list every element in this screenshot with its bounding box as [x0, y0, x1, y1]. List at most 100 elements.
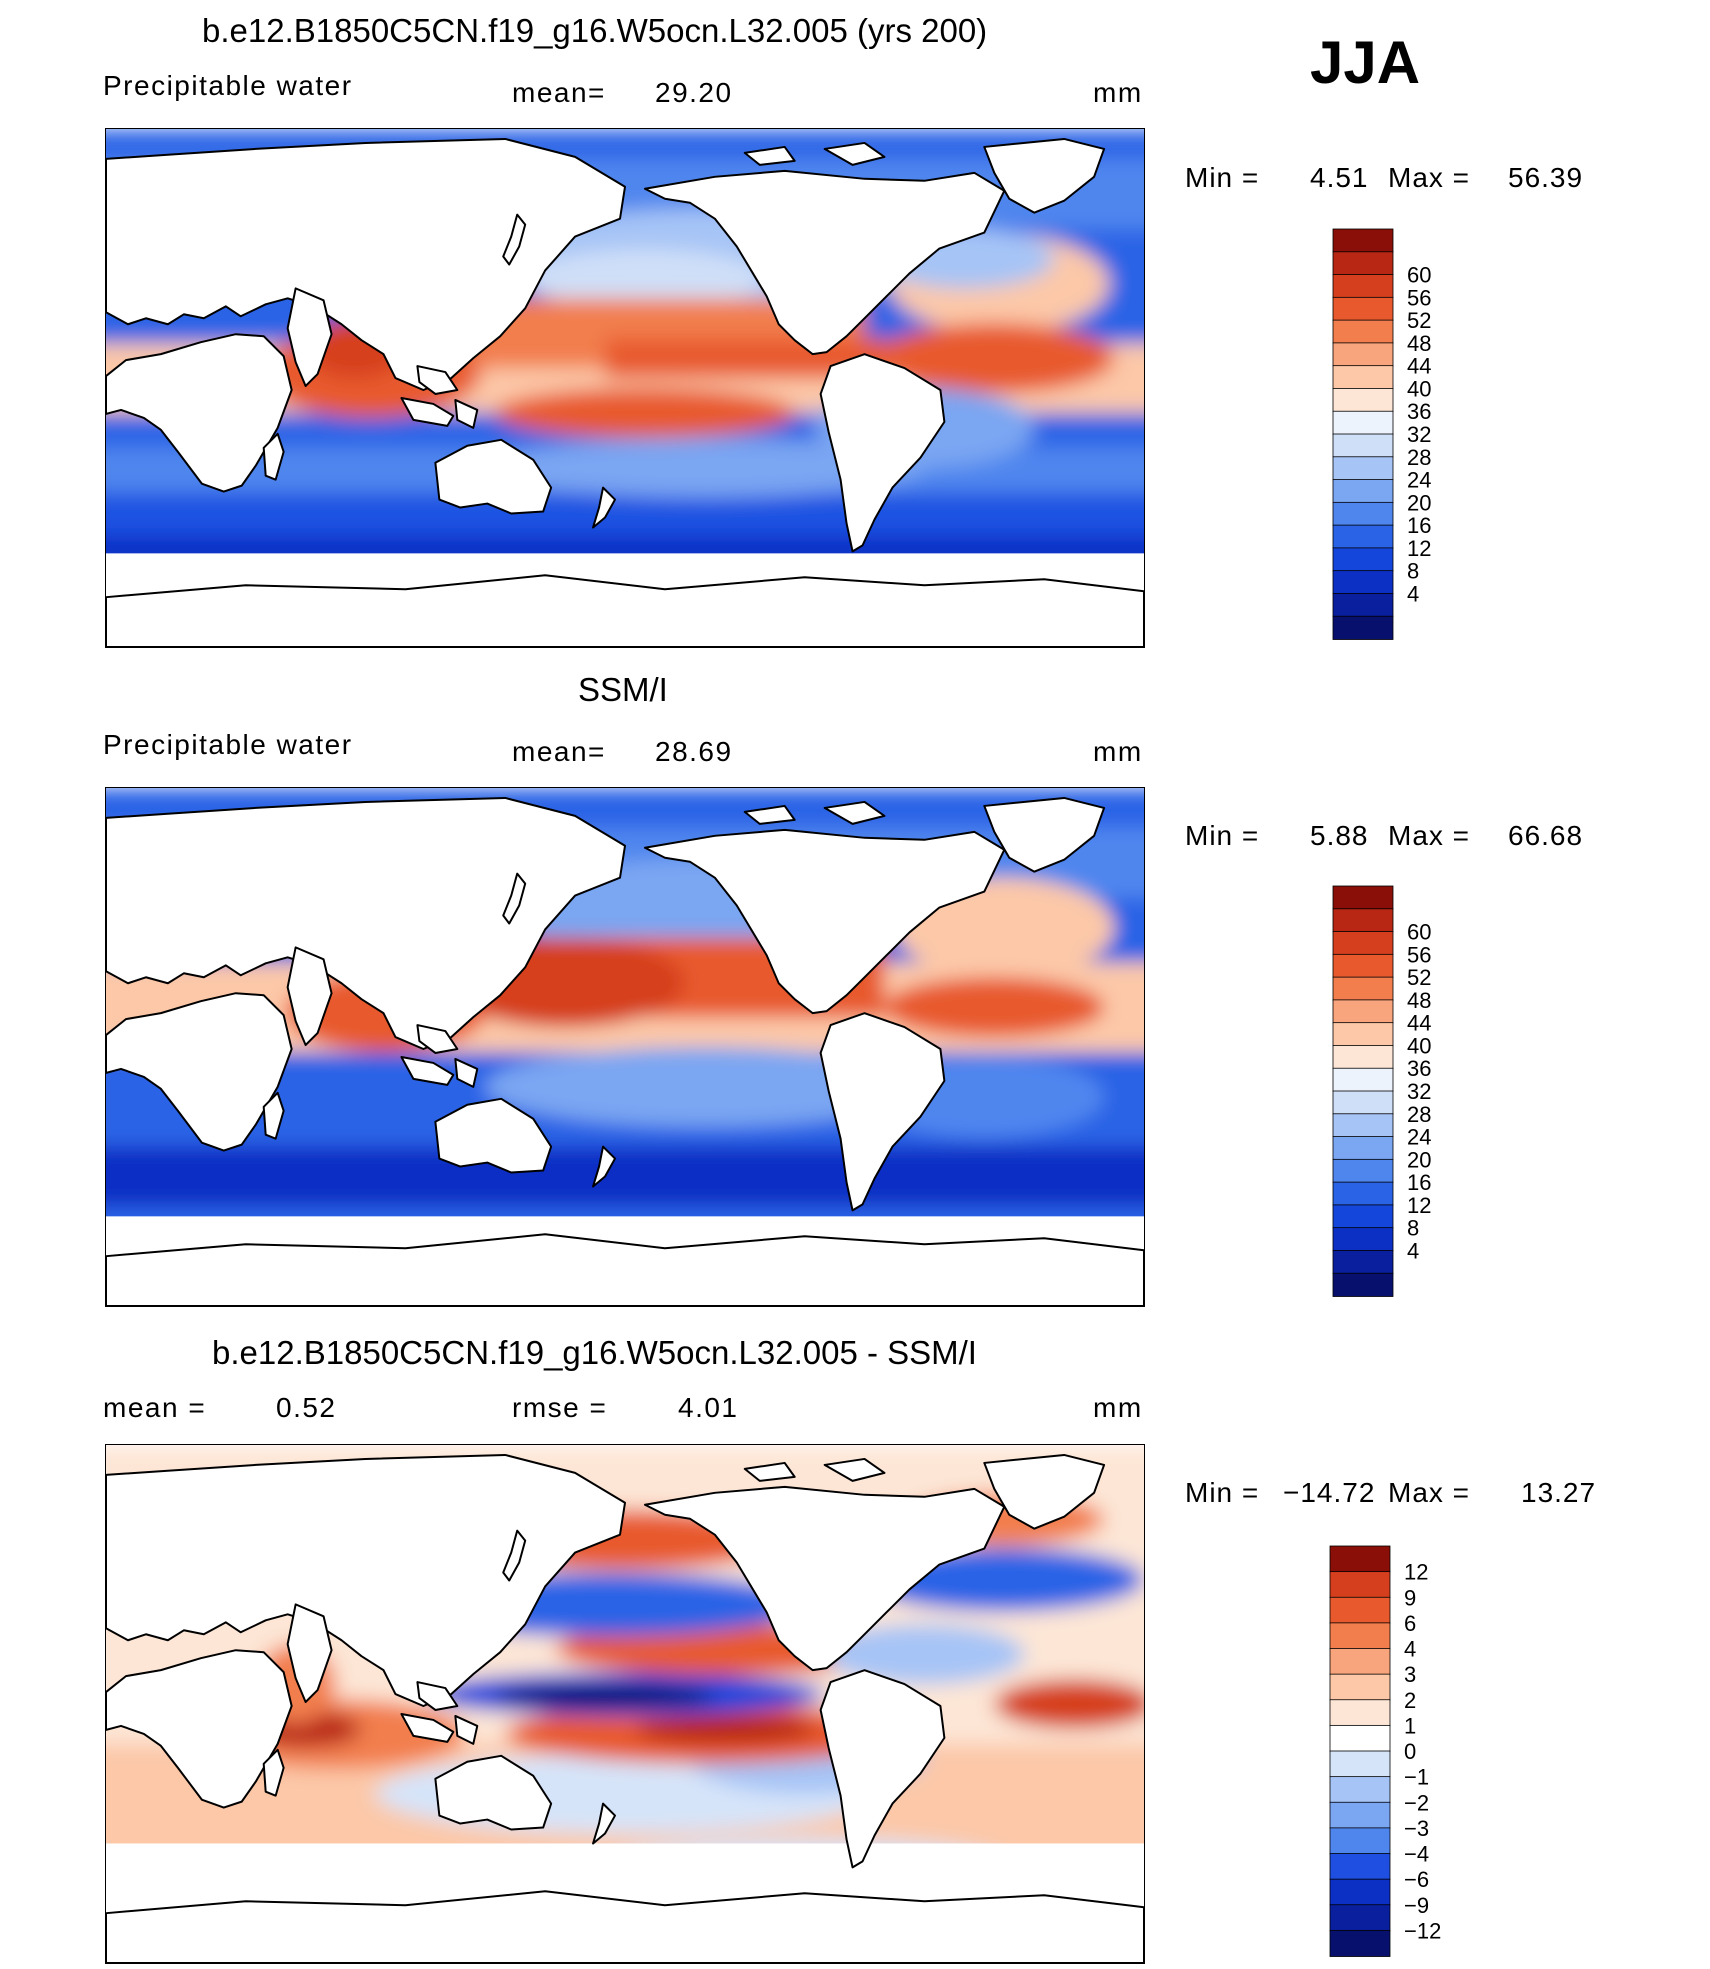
colorbar-3-tick-label: −6 — [1404, 1867, 1429, 1892]
panel-1-mean-value: 29.20 — [655, 77, 733, 108]
season-label: JJA — [1310, 29, 1421, 96]
colorbar-1-tick-label: 40 — [1407, 376, 1431, 401]
colorbar-1-swatch — [1332, 388, 1394, 413]
colorbar-1-swatch — [1332, 570, 1394, 595]
colorbar-1-swatch — [1332, 342, 1394, 367]
colorbar-2-tick-label: 60 — [1407, 920, 1431, 945]
panel-2-min-label: Min = — [1185, 820, 1260, 851]
colorbar-2-swatch — [1332, 908, 1394, 933]
colorbar-2-swatch — [1332, 1158, 1394, 1184]
panel-3-mean-value: 0.52 — [276, 1392, 337, 1423]
colorbar-1-tick-label: 32 — [1407, 422, 1431, 447]
panel-3-rmse-label: rmse = — [512, 1392, 608, 1423]
panel-2-max-label: Max = — [1388, 820, 1471, 851]
colorbar-1-tick-label: 20 — [1407, 490, 1431, 515]
colorbar-2-tick-label: 32 — [1407, 1079, 1431, 1104]
colorbar-2-swatch — [1332, 1250, 1394, 1275]
panel-3-min-label: Min = — [1185, 1477, 1260, 1508]
colorbar-3-swatch — [1329, 1750, 1391, 1778]
colorbar-3-tick-label: 3 — [1404, 1662, 1416, 1687]
colorbar-1-tick-label: 12 — [1407, 536, 1431, 561]
colorbar-2-swatch — [1332, 1090, 1394, 1115]
colorbar-1-swatch — [1332, 274, 1394, 299]
colorbar-1-swatch — [1332, 251, 1394, 276]
colorbar-2-tick-label: 52 — [1407, 965, 1431, 990]
colorbar-1-swatch — [1332, 319, 1394, 344]
colorbar-1-tick-label: 8 — [1407, 559, 1419, 584]
colorbar-2-tick-label: 12 — [1407, 1193, 1431, 1218]
colorbar-2-tick-label: 36 — [1407, 1056, 1431, 1081]
panel-2-colorbar: 60 56 52 48 44 40 36 32 28 24 20 16 12 8 4 — [1332, 885, 1493, 1298]
colorbar-2-swatch — [1332, 976, 1394, 1001]
colorbar-2-swatch — [1332, 1227, 1394, 1252]
colorbar-1-tick-label: 44 — [1407, 354, 1431, 379]
colorbar-3-tick-label: 2 — [1404, 1688, 1416, 1713]
colorbar-2-swatch — [1332, 1181, 1394, 1206]
colorbar-3-tick-label: 6 — [1404, 1611, 1416, 1636]
colorbar-3-tick-label: −1 — [1404, 1765, 1429, 1790]
panel-3-max-value: 13.27 — [1521, 1477, 1597, 1508]
colorbar-1-swatch — [1332, 433, 1394, 458]
colorbar-3-swatch — [1329, 1724, 1391, 1752]
colorbar-2-tick-label: 28 — [1407, 1102, 1431, 1127]
colorbar-2-swatch — [1332, 999, 1394, 1024]
panel-1-min-value: 4.51 — [1310, 162, 1369, 193]
panel-3-max-label: Max = — [1388, 1477, 1471, 1508]
colorbar-3-swatch — [1329, 1801, 1391, 1829]
panel-1-colorbar: 60 56 52 48 44 40 36 32 28 24 20 16 12 8 4 — [1332, 228, 1493, 641]
colorbar-1-tick-label: 24 — [1407, 468, 1431, 493]
colorbar-1-tick-label: 16 — [1407, 513, 1431, 538]
colorbar-1-tick-label: 52 — [1407, 308, 1431, 333]
colorbar-1-tick-label: 36 — [1407, 399, 1431, 424]
colorbar-2-swatch — [1332, 1272, 1394, 1297]
colorbar-2-swatch — [1332, 1136, 1394, 1161]
colorbar-3-tick-label: −2 — [1404, 1790, 1429, 1815]
colorbar-1-swatch — [1332, 479, 1394, 504]
panel-2-min-value: 5.88 — [1310, 820, 1369, 851]
colorbar-3-swatch — [1329, 1827, 1391, 1855]
panel-1-mean-label: mean= — [512, 77, 606, 108]
colorbar-3-swatch — [1329, 1673, 1391, 1701]
colorbar-2-tick-label: 24 — [1407, 1125, 1431, 1150]
colorbar-3-swatch — [1329, 1699, 1391, 1727]
colorbar-1-tick-label: 4 — [1407, 581, 1419, 606]
colorbar-3-tick-label: −3 — [1404, 1816, 1429, 1841]
colorbar-1-swatch — [1332, 615, 1394, 640]
panel-2-variable-label: Precipitable water — [103, 729, 353, 760]
colorbar-1-tick-label: 60 — [1407, 263, 1431, 288]
panel-1-min-label: Min = — [1185, 162, 1260, 193]
colorbar-3-swatch — [1329, 1929, 1391, 1957]
colorbar-2-swatch — [1332, 1067, 1394, 1092]
colorbar-1-swatch — [1332, 593, 1394, 618]
panel-2-map — [105, 787, 1145, 1307]
colorbar-2-tick-label: 8 — [1407, 1216, 1419, 1241]
colorbar-1-tick-label: 56 — [1407, 285, 1431, 310]
colorbar-1-swatch — [1332, 296, 1394, 322]
panel-3-rmse-value: 4.01 — [678, 1392, 739, 1423]
colorbar-2-swatch — [1332, 953, 1394, 979]
colorbar-2-tick-label: 44 — [1407, 1011, 1431, 1036]
colorbar-1-swatch — [1332, 524, 1394, 549]
colorbar-2-swatch — [1332, 1113, 1394, 1138]
colorbar-2-swatch — [1332, 931, 1394, 956]
panel-2-units: mm — [1093, 736, 1143, 767]
colorbar-3-tick-label: 9 — [1404, 1585, 1416, 1610]
panel-3-title: b.e12.B1850C5CN.f19_g16.W5ocn.L32.005 - … — [212, 1334, 977, 1371]
colorbar-2-tick-label: 56 — [1407, 942, 1431, 967]
panel-3-colorbar: 12 9 6 4 3 2 1 0 −1 −2 −3 −4 −6 −9 −12 — [1329, 1545, 1490, 1958]
colorbar-1-tick-label: 48 — [1407, 331, 1431, 356]
colorbar-1-swatch — [1332, 547, 1394, 572]
panel-3-map — [105, 1444, 1145, 1964]
colorbar-2-swatch — [1332, 1204, 1394, 1229]
panel-3-units: mm — [1093, 1392, 1143, 1423]
colorbar-3-swatch — [1329, 1878, 1391, 1906]
colorbar-2-tick-label: 4 — [1407, 1238, 1419, 1263]
panel-1-title: b.e12.B1850C5CN.f19_g16.W5ocn.L32.005 (y… — [202, 12, 988, 49]
panel-3-mean-label: mean = — [103, 1392, 207, 1423]
colorbar-3-tick-label: −4 — [1404, 1842, 1429, 1867]
colorbar-1-tick-label: 28 — [1407, 445, 1431, 470]
panel-2-mean-value: 28.69 — [655, 736, 733, 767]
colorbar-3-swatch — [1329, 1648, 1391, 1676]
colorbar-1-swatch — [1332, 365, 1394, 390]
colorbar-2-tick-label: 48 — [1407, 988, 1431, 1013]
